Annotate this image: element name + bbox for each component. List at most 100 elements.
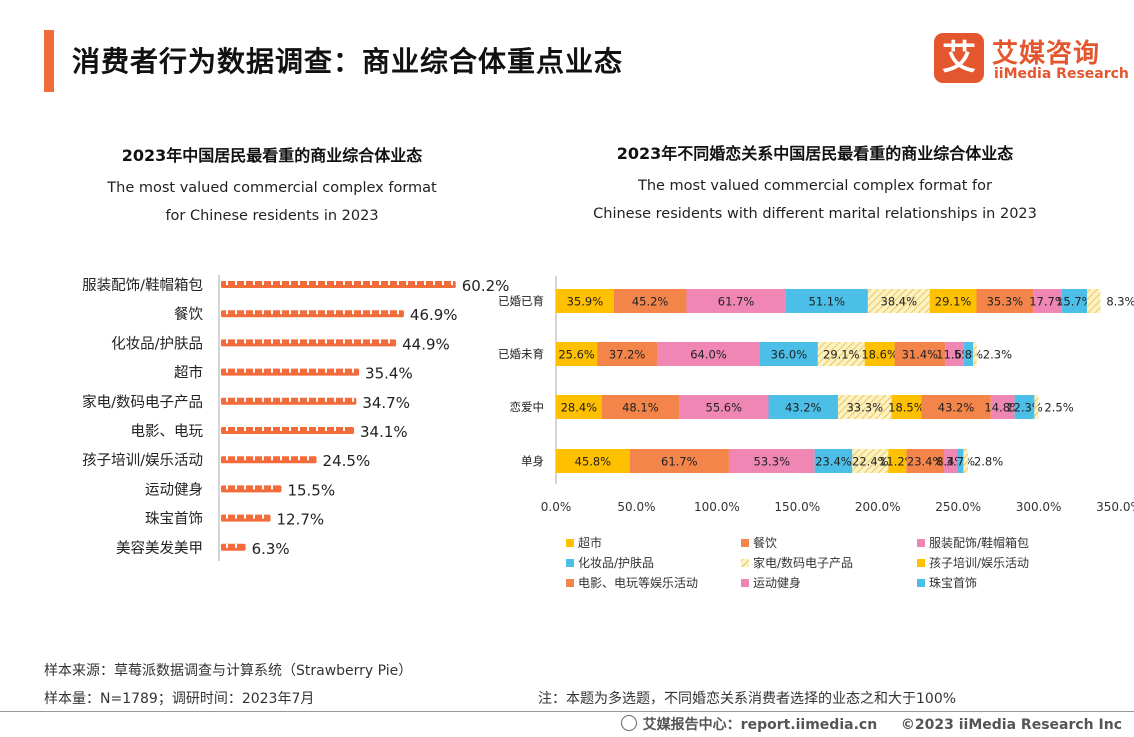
right-value-label: 11.6%	[936, 348, 973, 362]
left-bar-notch	[334, 368, 336, 373]
left-value-label: 34.1%	[360, 423, 408, 441]
globe-icon	[620, 715, 637, 731]
right-value-label: 36.0%	[771, 348, 808, 362]
left-value-label: 6.3%	[252, 540, 290, 558]
left-bar-notch	[271, 339, 273, 344]
left-bar	[221, 427, 354, 434]
left-category-label: 运动健身	[145, 481, 203, 498]
right-value-label: 29.1%	[823, 348, 860, 362]
legend-swatch	[741, 559, 749, 567]
right-value-label: 18.5%	[888, 401, 925, 415]
right-bar-segment	[597, 342, 658, 366]
right-value-label: 18.6%	[861, 348, 898, 362]
left-bar-notch	[298, 339, 300, 344]
right-bar-segment	[785, 289, 868, 313]
right-value-label: 17.7%	[1029, 295, 1066, 309]
right-value-label: 31.4%	[902, 348, 939, 362]
left-bar-notch	[361, 310, 363, 315]
right-bar-segment	[728, 449, 815, 473]
right-bar-segment	[891, 395, 922, 419]
left-bar	[221, 543, 246, 551]
left-bar-notch	[280, 397, 282, 402]
left-bar-notch	[370, 281, 372, 285]
left-bar-notch	[316, 368, 318, 373]
right-value-label: 3.7%	[946, 455, 975, 469]
left-bar-notch	[271, 456, 273, 461]
right-bar-segment	[759, 342, 818, 366]
right-bar-segment	[973, 342, 977, 366]
left-category-label: 餐饮	[174, 306, 203, 323]
left-chart-title-en-line1: The most valued commercial complex forma…	[107, 180, 437, 196]
right-bar-segment	[556, 449, 630, 473]
left-bar-notch	[316, 427, 318, 431]
left-bar-notch	[235, 368, 237, 373]
left-bar-notch	[289, 456, 291, 461]
right-bar-segment	[1033, 289, 1062, 313]
left-bar-notch	[334, 310, 336, 315]
left-bar-notch	[235, 543, 237, 548]
right-value-label: 14.8%	[984, 401, 1021, 415]
logo-en-text: iiMedia Research	[994, 66, 1129, 82]
left-bar-notch	[352, 310, 354, 315]
left-bar-notch	[235, 485, 237, 490]
left-bar-notch	[289, 368, 291, 373]
left-value-label: 44.9%	[402, 335, 450, 353]
left-bar-notch	[244, 281, 246, 285]
right-value-label: 2.5%	[1044, 401, 1073, 415]
left-chart-title: 2023年中国居民最看重的商业综合体业态 The most valued com…	[42, 142, 502, 230]
left-value-label: 35.4%	[365, 365, 413, 383]
left-bar-notch	[253, 310, 255, 315]
right-bar-segment	[768, 395, 838, 419]
left-bar-notch	[334, 339, 336, 344]
left-bar-notch	[271, 310, 273, 315]
left-bar-notch	[280, 310, 282, 315]
right-category-label: 恋爱中	[510, 400, 545, 414]
right-value-label: 5.8%	[954, 348, 983, 362]
legend-label: 化妆品/护肤品	[578, 555, 654, 570]
right-bar-segment	[686, 289, 786, 313]
left-bar-notch	[307, 339, 309, 344]
left-bar-notch	[226, 281, 228, 285]
right-value-label: 11.2%	[879, 455, 916, 469]
right-bar-segment	[1086, 289, 1101, 313]
footer-bar: 艾媒报告中心：report.iimedia.cn ©2023 iiMedia R…	[620, 714, 1122, 734]
left-bar-notch	[235, 339, 237, 344]
left-bar-notch	[316, 310, 318, 315]
left-bar-notch	[388, 339, 390, 344]
left-bar-notch	[307, 427, 309, 431]
right-bar-segment	[556, 342, 598, 366]
title-accent-bar	[44, 30, 54, 92]
left-bar-notch	[271, 485, 273, 490]
right-value-label: 25.6%	[558, 348, 595, 362]
left-bar-notch	[280, 339, 282, 344]
left-bar-notch	[235, 281, 237, 285]
left-value-label: 34.7%	[362, 394, 410, 412]
left-bar	[221, 339, 397, 347]
left-chart-title-en-line2: for Chinese residents in 2023	[165, 208, 379, 224]
left-bar-notch	[289, 427, 291, 431]
right-category-label: 单身	[521, 454, 544, 468]
left-bar-notch	[280, 368, 282, 373]
left-bar-notch	[226, 427, 228, 431]
right-value-label: 51.1%	[809, 295, 846, 309]
left-value-label: 46.9%	[410, 306, 458, 324]
left-bar-notch	[325, 339, 327, 344]
right-x-tick-label: 0.0%	[541, 500, 572, 514]
footer-copyright: ©2023 iiMedia Research Inc	[900, 717, 1122, 733]
left-bar-notch	[442, 281, 444, 285]
left-bar	[221, 485, 282, 493]
left-bar-notch	[271, 397, 273, 402]
left-bar-notch	[262, 427, 264, 431]
left-bar-notch	[271, 427, 273, 431]
right-value-label: 48.1%	[622, 401, 659, 415]
footer-site[interactable]: 艾媒报告中心：report.iimedia.cn	[642, 717, 878, 733]
left-bar-notch	[325, 368, 327, 373]
iimedia-logo: 艾 艾媒咨询 iiMedia Research	[934, 33, 1129, 85]
legend-label: 珠宝首饰	[929, 576, 977, 590]
right-chart-title-en-line1: The most valued commercial complex forma…	[637, 178, 992, 194]
left-bar-notch	[235, 456, 237, 461]
left-bar-notch	[397, 310, 399, 315]
right-bar-segment	[601, 395, 680, 419]
left-bar-notch	[298, 456, 300, 461]
legend-swatch	[566, 559, 574, 567]
